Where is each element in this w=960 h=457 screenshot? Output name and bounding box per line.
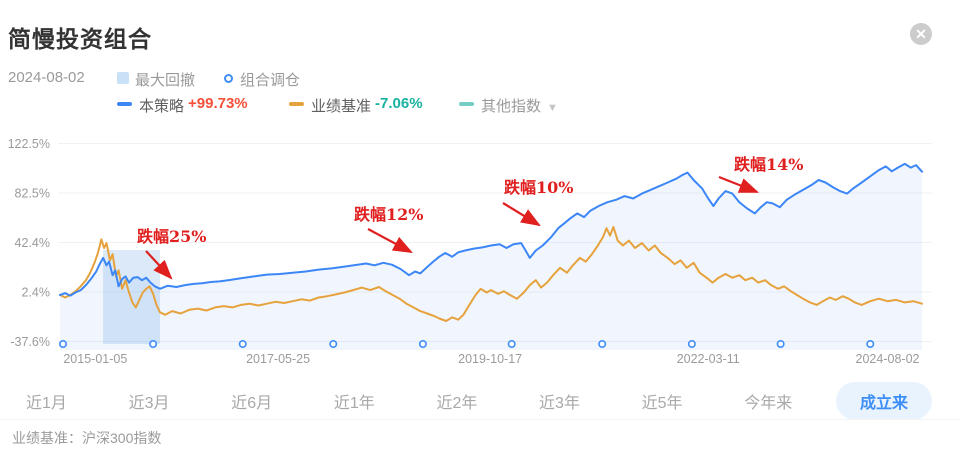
rebalance-marker-icon [224, 74, 233, 83]
legend-max-drawdown[interactable]: 最大回撤 [135, 72, 196, 89]
range-tab-1[interactable]: 近1月 [26, 395, 67, 412]
rebalance-point-icon[interactable] [507, 340, 516, 349]
benchmark-return-value: -7.06% [375, 95, 423, 112]
divider [0, 419, 960, 420]
y-axis-tick: 82.5% [15, 186, 50, 200]
rebalance-point-icon[interactable] [687, 340, 696, 349]
benchmark-note: 业绩基准：沪深300指数 [12, 430, 162, 446]
range-tabs: 近1月 近3月 近6月 近1年 近2年 近3年 近5年 今年来 成立来 [8, 382, 932, 420]
legend-strategy[interactable]: 本策略 [139, 98, 185, 115]
legend-rebalance[interactable]: 组合调仓 [240, 72, 301, 89]
range-tab-8[interactable]: 今年来 [744, 395, 793, 412]
rebalance-point-icon[interactable] [776, 340, 785, 349]
range-tab-9[interactable]: 成立来 [835, 382, 932, 420]
page-title: 简慢投资组合 [8, 26, 152, 52]
other-index-swatch-icon [459, 102, 474, 106]
rebalance-point-icon[interactable] [866, 340, 875, 349]
rebalance-point-icon[interactable] [59, 340, 68, 349]
rebalance-point-icon[interactable] [418, 340, 427, 349]
max-drawdown-swatch-icon [117, 72, 129, 84]
y-axis-tick: 122.5% [8, 137, 50, 151]
range-tab-3[interactable]: 近6月 [231, 395, 273, 412]
range-tab-6[interactable]: 近3年 [539, 395, 580, 412]
x-axis-tick: 2017-05-25 [246, 352, 310, 366]
drawdown-annotation: 跌幅14% [734, 155, 803, 174]
strategy-return-value: +99.73% [188, 95, 248, 112]
drawdown-annotation: 跌幅12% [354, 205, 423, 224]
rebalance-point-icon[interactable] [329, 340, 338, 349]
range-tab-5[interactable]: 近2年 [436, 395, 478, 412]
benchmark-line-swatch-icon [289, 102, 304, 106]
chevron-down-icon: ▼ [547, 102, 558, 114]
range-tab-7[interactable]: 近5年 [641, 395, 683, 412]
strategy-line-swatch-icon [117, 102, 132, 106]
rebalance-point-icon[interactable] [149, 340, 158, 349]
x-axis-tick: 2022-03-11 [677, 352, 740, 366]
y-axis-tick: -37.6% [10, 335, 50, 349]
performance-chart[interactable]: 122.5% 82.5% 42.4% 2.4% -37.6% 2015-01-05 2017… [0, 130, 960, 370]
legend-benchmark[interactable]: 业绩基准 [311, 98, 372, 115]
x-axis-tick: 2015-01-05 [63, 352, 127, 366]
chart-area[interactable]: 122.5% 82.5% 42.4% 2.4% -37.6% 2015-01-05 2017… [0, 130, 960, 370]
drawdown-annotation: 跌幅25% [137, 227, 206, 246]
range-tab-2[interactable]: 近3月 [128, 395, 170, 412]
range-tab-4[interactable]: 近1年 [333, 395, 375, 412]
rebalance-point-icon[interactable] [598, 340, 607, 349]
x-axis-tick: 2019-10-17 [458, 352, 522, 366]
other-index-dropdown[interactable]: 其他指数 ▼ [481, 98, 558, 115]
current-date-label: 2024-08-02 [8, 69, 85, 86]
rebalance-point-icon[interactable] [238, 340, 247, 349]
drawdown-annotation: 跌幅10% [504, 178, 573, 197]
y-axis-tick: 2.4% [22, 286, 51, 300]
close-icon[interactable]: ✕ [910, 23, 932, 45]
x-axis-tick: 2024-08-02 [856, 352, 920, 366]
y-axis-tick: 42.4% [15, 236, 50, 250]
